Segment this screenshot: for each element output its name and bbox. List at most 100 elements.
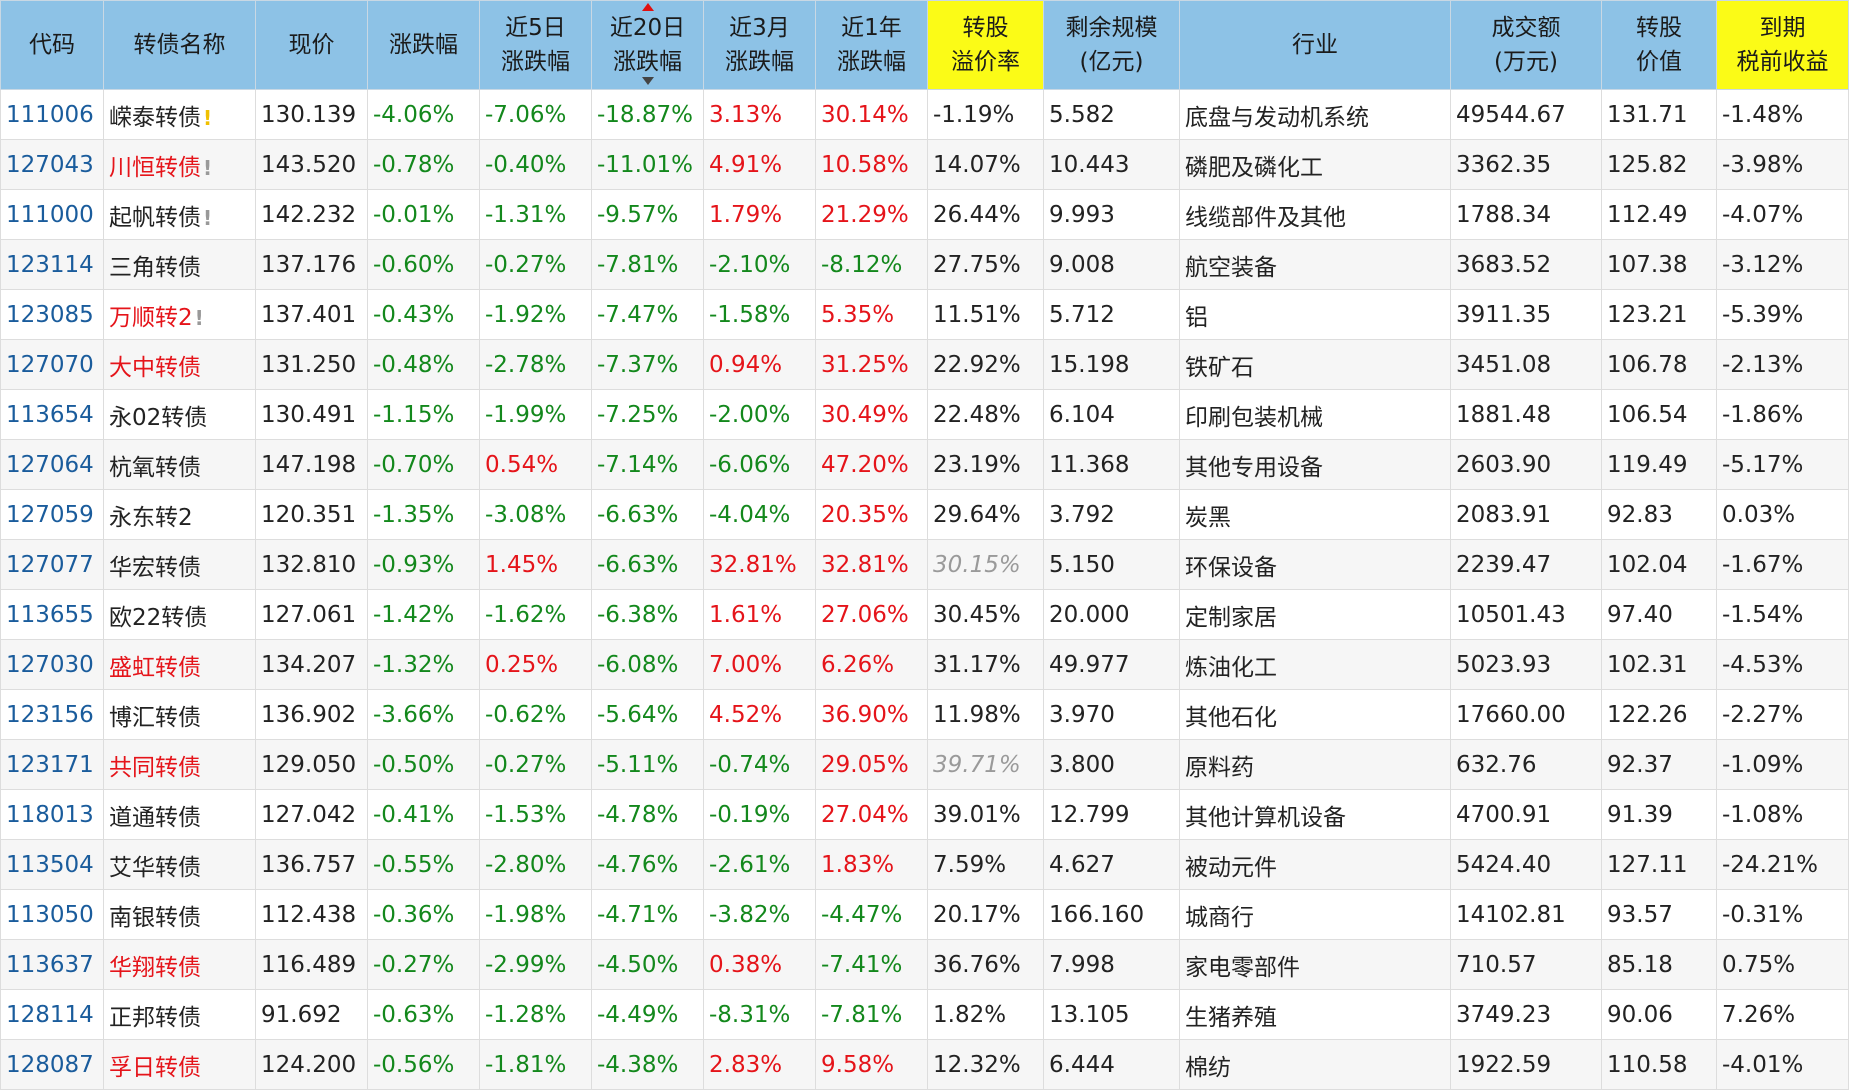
table-cell: -18.87% — [591, 89, 704, 140]
table-cell: 10.443 — [1043, 139, 1180, 190]
cell-text: 孚日转债 — [109, 1054, 201, 1081]
bond-name[interactable]: 孚日转债 — [103, 1039, 256, 1090]
bond-code[interactable]: 123156 — [0, 689, 104, 740]
cell-text: -1.98% — [485, 901, 567, 928]
cell-text: 11.368 — [1049, 451, 1130, 478]
column-header[interactable]: 代码 — [0, 0, 104, 90]
column-header[interactable]: 转股 溢价率 — [927, 0, 1044, 90]
column-header[interactable]: 现价 — [255, 0, 368, 90]
bond-code[interactable]: 128087 — [0, 1039, 104, 1090]
header-text: 近3月 — [729, 15, 790, 41]
bond-name[interactable]: 博汇转债 — [103, 689, 256, 740]
bond-name[interactable]: 艾华转债 — [103, 839, 256, 890]
table-cell: 22.92% — [927, 339, 1044, 390]
table-row: 111000 起帆转债! 142.232 -0.01% -1.31% -9.57% 1.79… — [0, 189, 1849, 240]
cell-text: 2239.47 — [1456, 551, 1552, 578]
bond-code[interactable]: 111006 — [0, 89, 104, 140]
cell-text: 23.19% — [933, 451, 1021, 478]
column-header[interactable]: 近5日 涨跌幅 — [479, 0, 592, 90]
column-header[interactable]: 近3月 涨跌幅 — [703, 0, 816, 90]
bond-code[interactable]: 128114 — [0, 989, 104, 1040]
bond-name[interactable]: 万顺转2! — [103, 289, 256, 340]
bond-name[interactable]: 南银转债 — [103, 889, 256, 940]
cell-text: 炭黑 — [1185, 504, 1231, 531]
table-cell: 其他计算机设备 — [1179, 789, 1451, 840]
column-header[interactable]: 行业 — [1179, 0, 1451, 90]
column-header[interactable]: 近1年 涨跌幅 — [815, 0, 928, 90]
bond-name[interactable]: 欧22转债 — [103, 589, 256, 640]
bond-code[interactable]: 127059 — [0, 489, 104, 540]
bond-code[interactable]: 113050 — [0, 889, 104, 940]
bond-name[interactable]: 永东转2 — [103, 489, 256, 540]
cell-text: 永02转债 — [109, 404, 208, 431]
cell-text: 49544.67 — [1456, 101, 1566, 128]
column-header[interactable]: 转债名称 — [103, 0, 256, 90]
table-cell: 9.993 — [1043, 189, 1180, 240]
bond-name[interactable]: 华翔转债 — [103, 939, 256, 990]
bond-name[interactable]: 三角转债 — [103, 239, 256, 290]
bond-code[interactable]: 127030 — [0, 639, 104, 690]
cell-text: -0.43% — [373, 301, 455, 328]
bond-code[interactable]: 127043 — [0, 139, 104, 190]
table-cell: -3.82% — [703, 889, 816, 940]
cell-text: 118013 — [6, 801, 94, 828]
bond-name[interactable]: 盛虹转债 — [103, 639, 256, 690]
table-cell: 137.176 — [255, 239, 368, 290]
column-header[interactable]: 到期 税前收益 — [1716, 0, 1849, 90]
bond-name[interactable]: 起帆转债! — [103, 189, 256, 240]
bond-code[interactable]: 111000 — [0, 189, 104, 240]
table-cell: 铝 — [1179, 289, 1451, 340]
bond-name[interactable]: 嵘泰转债! — [103, 89, 256, 140]
table-cell: -1.92% — [479, 289, 592, 340]
bond-name[interactable]: 正邦转债 — [103, 989, 256, 1040]
cell-text: 华宏转债 — [109, 554, 201, 581]
header-text: 近1年 — [841, 15, 902, 41]
bond-code[interactable]: 118013 — [0, 789, 104, 840]
table-cell: 47.20% — [815, 439, 928, 490]
bond-code[interactable]: 113655 — [0, 589, 104, 640]
bond-name[interactable]: 共同转债 — [103, 739, 256, 790]
cell-text: -2.80% — [485, 851, 567, 878]
bond-name[interactable]: 道通转债 — [103, 789, 256, 840]
column-header[interactable]: 成交额 (万元) — [1450, 0, 1602, 90]
table-cell: -1.19% — [927, 89, 1044, 140]
bond-code[interactable]: 123114 — [0, 239, 104, 290]
table-cell: 91.692 — [255, 989, 368, 1040]
cell-text: 107.38 — [1607, 251, 1688, 278]
column-header[interactable]: 近20日 涨跌幅 — [591, 0, 704, 90]
cell-text: 30.14% — [821, 101, 909, 128]
table-cell: 127.11 — [1601, 839, 1717, 890]
bond-code[interactable]: 123171 — [0, 739, 104, 790]
column-header[interactable]: 转股 价值 — [1601, 0, 1717, 90]
cell-text: 123114 — [6, 251, 94, 278]
table-cell: 32.81% — [815, 539, 928, 590]
bond-name[interactable]: 永02转债 — [103, 389, 256, 440]
table-row: 128087 孚日转债 124.200 -0.56% -1.81% -4.38% 2.83%… — [0, 1039, 1849, 1090]
table-row: 127077 华宏转债 132.810 -0.93% 1.45% -6.63% 32.81%… — [0, 539, 1849, 590]
table-cell: -6.08% — [591, 639, 704, 690]
bond-code[interactable]: 127077 — [0, 539, 104, 590]
table-cell: -0.74% — [703, 739, 816, 790]
bond-code[interactable]: 113504 — [0, 839, 104, 890]
bond-name[interactable]: 大中转债 — [103, 339, 256, 390]
cell-text: 1922.59 — [1456, 1051, 1552, 1078]
table-cell: 2083.91 — [1450, 489, 1602, 540]
table-cell: 4.52% — [703, 689, 816, 740]
bond-code[interactable]: 127070 — [0, 339, 104, 390]
bond-code[interactable]: 127064 — [0, 439, 104, 490]
bond-code[interactable]: 113637 — [0, 939, 104, 990]
bond-name[interactable]: 杭氧转债 — [103, 439, 256, 490]
column-header[interactable]: 剩余规模 (亿元) — [1043, 0, 1180, 90]
cell-text: -0.01% — [373, 201, 455, 228]
bond-name[interactable]: 华宏转债 — [103, 539, 256, 590]
column-header[interactable]: 涨跌幅 — [367, 0, 480, 90]
cell-text: 27.04% — [821, 801, 909, 828]
bond-code[interactable]: 123085 — [0, 289, 104, 340]
table-cell: -9.57% — [591, 189, 704, 240]
cell-text: 1.83% — [821, 851, 895, 878]
bond-code[interactable]: 113654 — [0, 389, 104, 440]
table-cell: -4.71% — [591, 889, 704, 940]
bond-name[interactable]: 川恒转债! — [103, 139, 256, 190]
table-cell: 其他石化 — [1179, 689, 1451, 740]
cell-text: 4.52% — [709, 701, 783, 728]
